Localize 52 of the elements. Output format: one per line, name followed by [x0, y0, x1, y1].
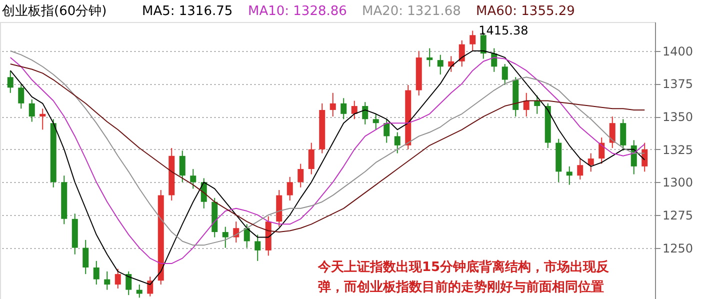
candlestick — [577, 158, 584, 180]
candlestick — [470, 30, 476, 52]
candlestick — [502, 64, 508, 86]
candlestick — [7, 70, 14, 94]
text: MA10: 1328.86 — [248, 4, 347, 19]
y-tick-label: 1250 — [662, 241, 694, 256]
candlestick — [330, 92, 336, 118]
candlestick — [566, 166, 572, 186]
candlestick — [114, 268, 121, 289]
candlestick — [340, 98, 347, 120]
candlestick — [308, 142, 314, 175]
candlestick — [609, 116, 616, 149]
candlestick — [620, 118, 626, 152]
candlestick — [384, 118, 390, 144]
candlestick — [642, 142, 648, 172]
y-tick-label: 1300 — [662, 176, 694, 190]
y-tick-label: 1325 — [662, 142, 694, 157]
candlestick — [254, 234, 261, 262]
candlestick — [40, 108, 46, 130]
candlestick — [190, 168, 196, 190]
text: MA5: 1316.75 — [142, 4, 233, 19]
candlestick — [286, 176, 293, 202]
candlestick — [18, 83, 24, 110]
candlestick — [362, 102, 368, 125]
y-tick-label: 1350 — [662, 110, 694, 124]
candlestick — [523, 92, 530, 118]
candlestick — [233, 221, 240, 244]
chart-title: 创业板指(60分钟) — [2, 4, 107, 19]
candlestick — [372, 113, 379, 130]
candlestick — [82, 239, 89, 275]
candlestick — [179, 150, 186, 183]
candlestick — [426, 48, 433, 68]
candlestick — [222, 226, 228, 248]
candlestick — [28, 98, 35, 122]
candlestick — [104, 270, 110, 290]
candlestick — [458, 40, 465, 68]
candlestick — [437, 54, 444, 76]
text: MA60: 1355.29 — [476, 4, 575, 19]
candlestick — [598, 137, 605, 164]
y-tick-label: 1375 — [662, 77, 694, 92]
candlestick — [298, 163, 304, 188]
annotation: 今天上证指数出现15分钟底背离结构，市场出现反弹，而创业板指数目前的走势刚好与前面相同位置 — [317, 259, 610, 295]
candlestick — [588, 152, 594, 172]
candlestick — [351, 100, 358, 120]
annotation: 1415.38 — [478, 24, 528, 38]
y-tick-label: 1275 — [662, 208, 694, 222]
text: MA20: 1321.68 — [362, 4, 461, 19]
candlestick — [126, 270, 132, 296]
candlestick — [244, 224, 250, 248]
candlestick — [93, 260, 100, 286]
candlestick — [394, 132, 400, 154]
y-tick-label: 1400 — [662, 44, 694, 58]
